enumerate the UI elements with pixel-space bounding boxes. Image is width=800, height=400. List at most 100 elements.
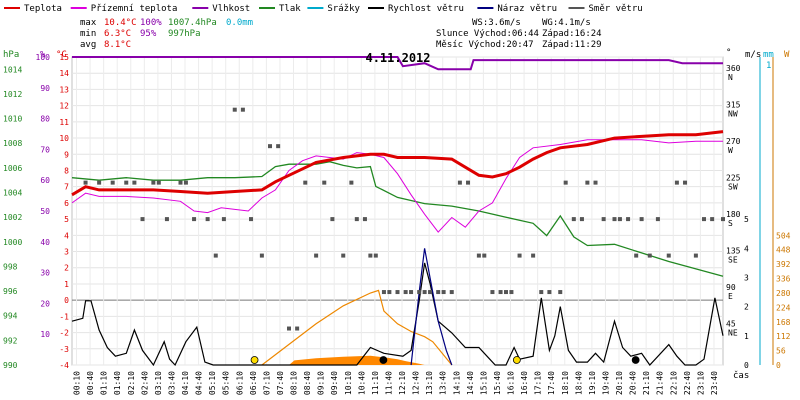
y-tick-dir-name: NW — [728, 110, 738, 119]
wind-dir-point — [585, 180, 590, 185]
x-tick-label: 00:10 — [73, 371, 82, 395]
y-tick-dir-deg: 225 — [726, 174, 741, 183]
wind-dir-point — [563, 180, 568, 185]
x-tick-label: 20:10 — [615, 371, 624, 395]
x-tick-label: 09:40 — [330, 371, 339, 395]
y-tick-ms: 4 — [744, 244, 749, 253]
y-tick-dir-deg: 135 — [726, 247, 741, 256]
y-tick-pct: 10 — [40, 330, 50, 339]
y-tick-dir-name: N — [728, 73, 733, 82]
x-tick-label: 21:40 — [656, 371, 665, 395]
x-tick-label: 06:40 — [249, 371, 258, 395]
series-pressure — [71, 161, 724, 277]
axis-label-deg: ° — [726, 48, 731, 58]
x-tick-label: 22:40 — [683, 371, 692, 395]
x-tick-label: 23:10 — [696, 371, 705, 395]
wind-dir-point — [409, 290, 414, 295]
x-tick-label: 22:10 — [669, 371, 678, 395]
stats-max-temp: 10.4°C — [104, 18, 137, 28]
y-tick-pct: 70 — [40, 145, 50, 154]
wind-dir-point — [387, 290, 392, 295]
wind-dir-point — [330, 217, 335, 222]
wind-dir-point — [517, 253, 522, 258]
wind-dir-point — [151, 180, 156, 185]
x-tick-label: 14:40 — [466, 371, 475, 395]
x-tick-label: 19:10 — [588, 371, 597, 395]
wind-dir-point — [314, 253, 319, 258]
wind-dir-point — [192, 217, 197, 222]
sunrise-marker — [250, 356, 259, 364]
sunset-marker — [512, 356, 521, 364]
wind-dir-point — [593, 180, 598, 185]
stats-max-hum: 100% — [140, 18, 162, 28]
wind-dir-point — [240, 107, 245, 112]
wind-dir-point — [156, 180, 161, 185]
plot-area — [71, 56, 724, 366]
x-tick-label: 09:10 — [317, 371, 326, 395]
y-tick-pct: 20 — [40, 299, 50, 308]
info-moon: Měsíc Východ:20:47 — [436, 40, 534, 50]
wind-dir-point — [403, 290, 408, 295]
legend-entry: Přízemní teplota — [91, 4, 178, 14]
series-wind-speed — [71, 262, 724, 367]
y-tick-hpa: 994 — [3, 312, 18, 321]
wind-dir-point — [295, 326, 300, 331]
y-tick-hpa: 1004 — [3, 189, 22, 198]
y-tick-temp: 0 — [64, 296, 69, 305]
wind-dir-point — [381, 290, 386, 295]
axis-label-ms: m/s — [745, 50, 761, 60]
wind-dir-point — [457, 180, 462, 185]
wind-dir-point — [83, 180, 88, 185]
moonset-marker — [379, 356, 388, 364]
y-tick-temp: 14 — [59, 69, 69, 78]
y-tick-w: 112 — [776, 332, 791, 341]
y-tick-temp: -4 — [59, 361, 69, 370]
y-tick-temp: 8 — [64, 166, 69, 175]
wind-dir-point — [571, 217, 576, 222]
wind-dir-point — [612, 217, 617, 222]
wind-dir-point — [97, 180, 102, 185]
y-tick-temp: 12 — [59, 102, 69, 111]
wind-dir-point — [710, 217, 715, 222]
y-tick-temp: 10 — [59, 134, 69, 143]
wind-dir-point — [140, 217, 145, 222]
y-tick-dir-name: E — [728, 292, 733, 301]
y-tick-hpa: 1010 — [3, 115, 22, 124]
legend-entry: Tlak — [279, 4, 301, 14]
stats-avg-label: avg — [80, 40, 96, 50]
legend-entry: Náraz větru — [497, 4, 557, 14]
wind-dir-point — [249, 217, 254, 222]
wind-dir-point — [579, 217, 584, 222]
wind-dir-point — [276, 144, 281, 149]
y-tick-w: 168 — [776, 318, 791, 327]
y-tick-dir-name: SE — [728, 256, 738, 265]
legend-entry: Vlhkost — [212, 4, 250, 14]
wind-dir-point — [634, 253, 639, 258]
x-tick-label: 01:10 — [100, 371, 109, 395]
info-sun: Slunce Východ:06:44 — [436, 29, 539, 39]
wind-dir-point — [221, 217, 226, 222]
y-tick-pct: 80 — [40, 115, 50, 124]
y-tick-dir-name: W — [728, 146, 733, 155]
grid — [72, 56, 723, 366]
wind-dir-point — [449, 290, 454, 295]
y-tick-w: 448 — [776, 246, 791, 255]
stats-max-rain: 0.0mm — [226, 18, 253, 28]
x-tick-label: 11:40 — [384, 371, 393, 395]
stats-avg-temp: 8.1°C — [104, 40, 131, 50]
x-tick-label: 06:10 — [235, 371, 244, 395]
x-tick-label: 07:10 — [262, 371, 271, 395]
wind-dir-point — [683, 180, 688, 185]
wind-dir-point — [362, 217, 367, 222]
wind-dir-point — [205, 217, 210, 222]
wind-dir-point — [498, 290, 503, 295]
wind-dir-point — [428, 290, 433, 295]
y-tick-hpa: 1006 — [3, 164, 22, 173]
wind-dir-point — [422, 290, 427, 295]
wind-dir-point — [349, 180, 354, 185]
x-tick-label: 19:40 — [601, 371, 610, 395]
wind-dir-point — [303, 180, 308, 185]
y-tick-w: 336 — [776, 275, 791, 284]
wind-dir-point — [601, 217, 606, 222]
y-tick-ms: 0 — [744, 361, 749, 370]
